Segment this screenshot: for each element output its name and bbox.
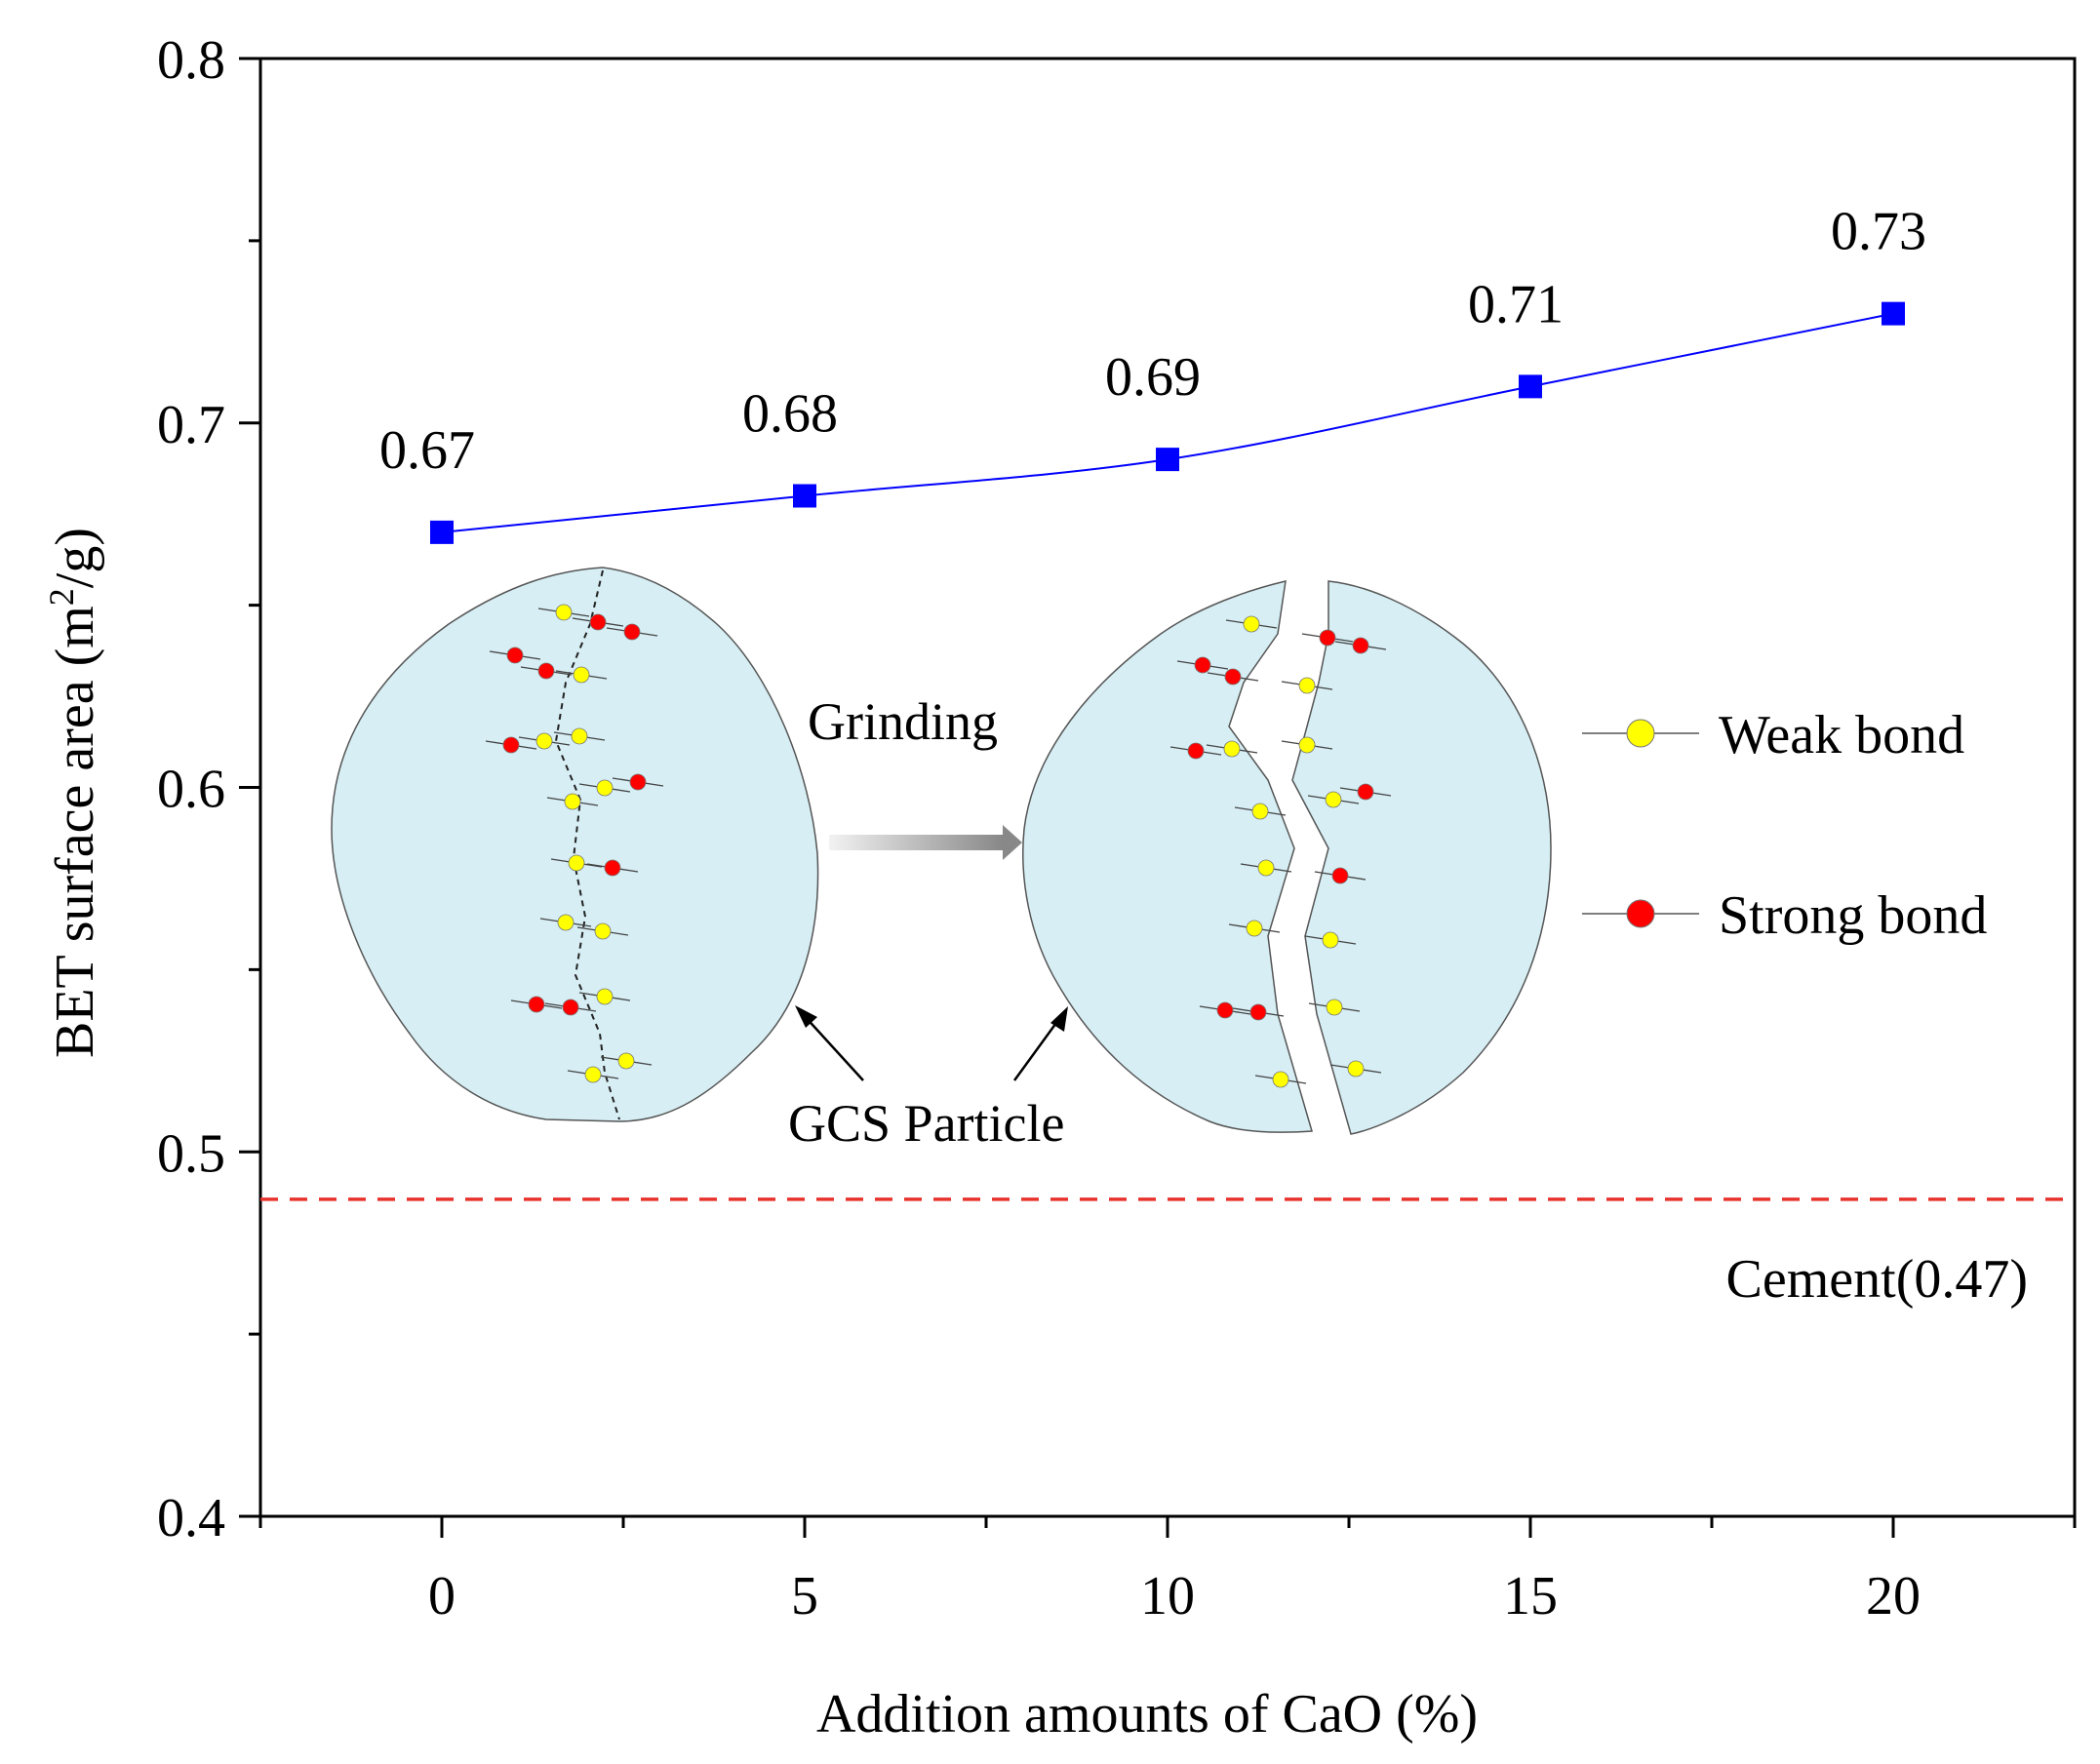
data-label: 0.71 (1468, 274, 1564, 334)
strong-bond-marker (1187, 742, 1205, 760)
strong-bond-marker (604, 859, 621, 877)
strong-bond-marker (537, 662, 555, 680)
cement-reference-label: Cement(0.47) (1726, 1249, 2028, 1310)
strong-bond-marker (589, 613, 607, 631)
data-point (1156, 448, 1179, 472)
particle-right-right-half (1291, 580, 1552, 1135)
series-gcs: 0.67 0.68 0.69 0.71 0.73 (379, 202, 1926, 544)
particle-left (331, 567, 819, 1122)
y-axis-title-superscript: 2 (42, 588, 81, 606)
data-point (430, 520, 454, 544)
x-axis-title: Addition amounts of CaO (%) (816, 1684, 1478, 1744)
legend-strong-marker (1626, 899, 1655, 928)
data-label: 0.68 (742, 384, 838, 445)
pointer-arrowhead-left (795, 1005, 817, 1028)
data-label: 0.69 (1105, 347, 1201, 408)
strong-bond-marker (506, 647, 524, 664)
strong-bond-marker (502, 736, 520, 754)
grinding-arrow-head (1003, 825, 1022, 860)
x-tick-label: 15 (1503, 1566, 1558, 1627)
weak-bond-marker (594, 922, 612, 940)
particle-right-left-half (1022, 580, 1313, 1133)
legend-weak-label: Weak bond (1719, 705, 1964, 765)
strong-bond-marker (1216, 1001, 1234, 1019)
y-tick-label: 0.7 (157, 395, 225, 455)
y-tick-label: 0.6 (157, 760, 225, 820)
weak-bond-marker (557, 914, 575, 931)
pointer-arrow-right (1012, 1015, 1063, 1081)
weak-bond-marker (1246, 920, 1263, 937)
weak-bond-marker (535, 732, 553, 750)
reference-line-group: Cement(0.47) (260, 1197, 2075, 1310)
strong-bond-marker (629, 773, 647, 791)
gcs-particle-label: GCS Particle (788, 1094, 1064, 1153)
x-tick-label: 10 (1140, 1566, 1195, 1627)
legend-weak-marker (1626, 719, 1655, 748)
crack-line (554, 569, 620, 1120)
strong-bond-marker (1249, 1003, 1267, 1021)
data-point (1519, 374, 1542, 399)
strong-bond-marker (528, 996, 545, 1013)
strong-bond-marker (562, 999, 579, 1016)
legend: Weak bond Strong bond (1582, 705, 1987, 946)
weak-bond-marker (617, 1052, 635, 1070)
weak-bond-marker (1251, 803, 1269, 820)
weak-bond-marker (1298, 736, 1316, 754)
weak-bond-marker (596, 779, 614, 797)
strong-bond-marker (623, 623, 641, 641)
x-tick-label: 20 (1866, 1566, 1921, 1627)
weak-bond-marker (1223, 740, 1241, 758)
x-tick-label: 0 (428, 1566, 456, 1627)
strong-bond-marker (1224, 668, 1242, 686)
pointer-arrowhead-right (1050, 1006, 1068, 1032)
weak-bond-marker (564, 793, 581, 810)
weak-bond-marker (571, 727, 588, 745)
y-axis-title: BET surface area (m2/g) (42, 528, 105, 1058)
bonds (485, 604, 1392, 1088)
data-point (1882, 301, 1905, 326)
data-label: 0.67 (379, 420, 475, 481)
y-tick-label: 0.4 (157, 1488, 225, 1548)
legend-strong-label: Strong bond (1719, 885, 1987, 946)
weak-bond-marker (1298, 677, 1316, 694)
inset-illustration: Grinding GCS Particle Weak bond Strong b… (331, 567, 1987, 1153)
y-axis-title-main: BET surface area (m (45, 606, 105, 1058)
grinding-arrow-shaft (829, 835, 1003, 850)
weak-bond-marker (596, 988, 614, 1005)
weak-bond-marker (1322, 931, 1339, 949)
x-tick-label: 5 (791, 1566, 818, 1627)
data-label: 0.73 (1831, 202, 1926, 262)
weak-bond-marker (1347, 1060, 1365, 1078)
strong-bond-marker (1352, 637, 1369, 654)
weak-bond-marker (1243, 615, 1260, 633)
y-tick-label: 0.8 (157, 30, 225, 91)
weak-bond-marker (573, 666, 590, 684)
strong-bond-marker (1331, 867, 1349, 884)
weak-bond-marker (1326, 999, 1343, 1016)
weak-bond-marker (555, 604, 573, 621)
grinding-label: Grinding (808, 692, 998, 751)
weak-bond-marker (1272, 1071, 1289, 1088)
weak-bond-marker (1325, 791, 1342, 808)
y-axis-title-end: /g) (45, 528, 105, 588)
strong-bond-marker (1194, 656, 1211, 674)
weak-bond-marker (584, 1066, 602, 1083)
y-tick-label: 0.5 (157, 1123, 225, 1184)
strong-bond-marker (1319, 629, 1336, 647)
strong-bond-marker (1357, 783, 1374, 801)
weak-bond-marker (1257, 859, 1275, 877)
axes: 0.4 0.5 0.6 0.7 0.8 0 5 10 15 20 (157, 30, 2077, 1627)
weak-bond-marker (568, 854, 585, 872)
pointer-arrow-left (802, 1013, 864, 1081)
data-point (793, 484, 816, 508)
